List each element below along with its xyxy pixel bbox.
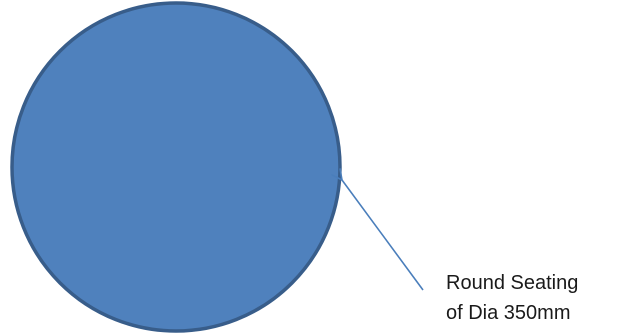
callout-arrow: [331, 168, 424, 291]
label-line-1: Round Seating: [446, 272, 579, 294]
label-line-2: of Dia 350mm: [446, 302, 571, 324]
round-seating-circle: [10, 1, 342, 333]
round-seating-label: Round Seating of Dia 350mm: [446, 268, 616, 328]
